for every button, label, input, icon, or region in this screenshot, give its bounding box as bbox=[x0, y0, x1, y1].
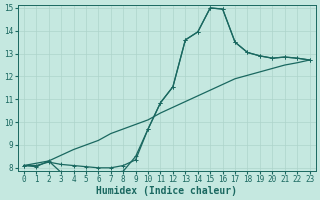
X-axis label: Humidex (Indice chaleur): Humidex (Indice chaleur) bbox=[96, 186, 237, 196]
